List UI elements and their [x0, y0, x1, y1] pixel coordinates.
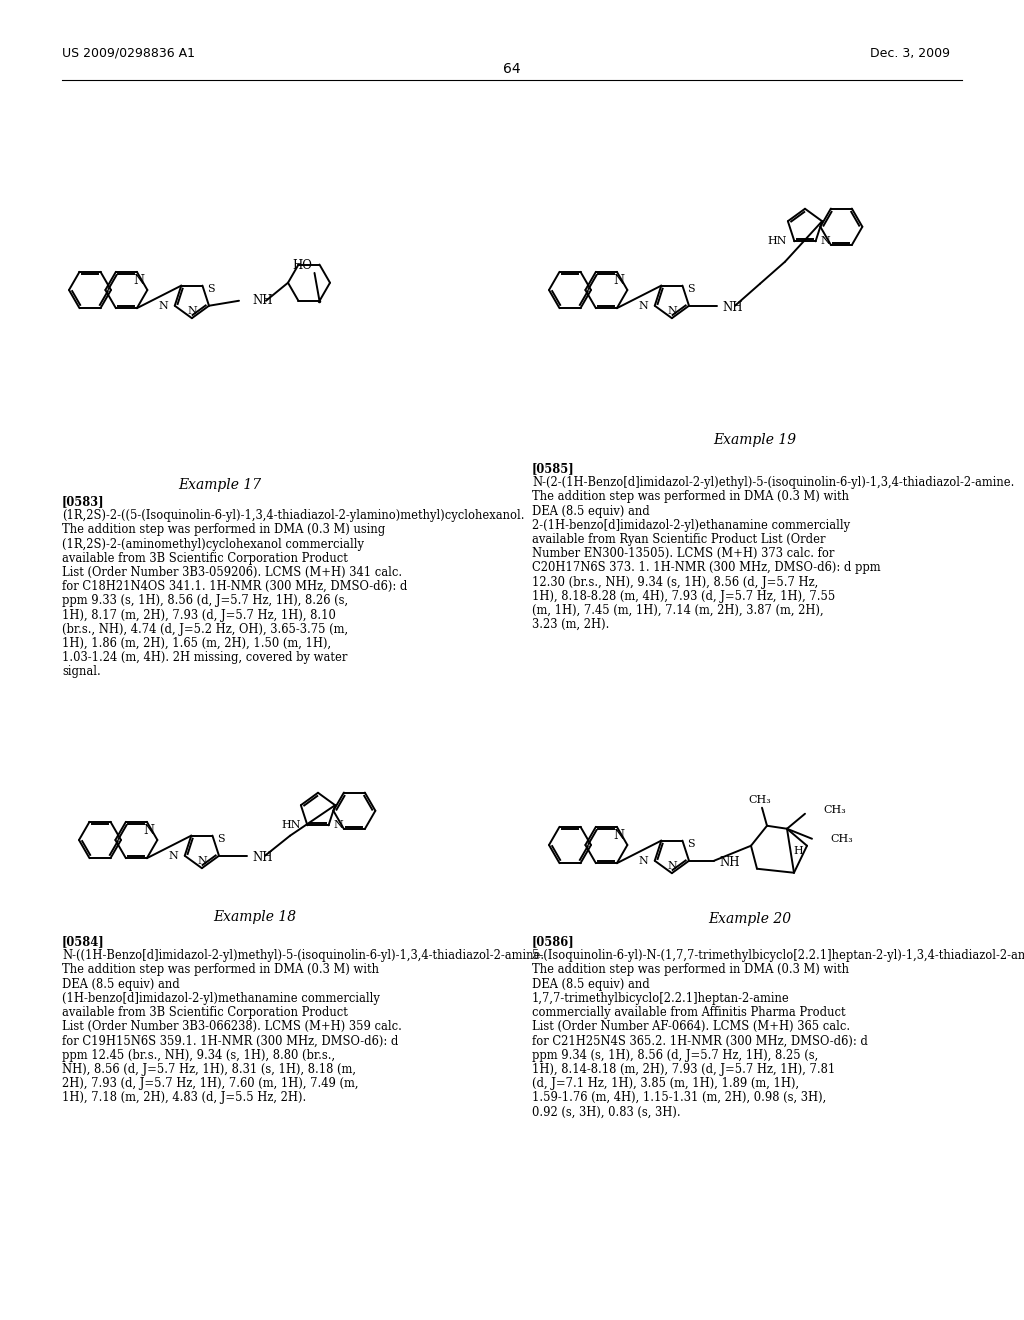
Text: N: N: [613, 829, 625, 842]
Text: signal.: signal.: [62, 665, 100, 678]
Text: N: N: [197, 857, 207, 866]
Text: available from 3B Scientific Corporation Product: available from 3B Scientific Corporation…: [62, 552, 348, 565]
Text: N: N: [143, 824, 155, 837]
Text: S: S: [687, 838, 695, 849]
Text: 1H), 8.18-8.28 (m, 4H), 7.93 (d, J=5.7 Hz, 1H), 7.55: 1H), 8.18-8.28 (m, 4H), 7.93 (d, J=5.7 H…: [532, 590, 836, 603]
Text: HO: HO: [293, 260, 312, 272]
Text: CH₃: CH₃: [823, 805, 846, 814]
Text: C20H17N6S 373. 1. 1H-NMR (300 MHz, DMSO-d6): d ppm: C20H17N6S 373. 1. 1H-NMR (300 MHz, DMSO-…: [532, 561, 881, 574]
Text: (br.s., NH), 4.74 (d, J=5.2 Hz, OH), 3.65-3.75 (m,: (br.s., NH), 4.74 (d, J=5.2 Hz, OH), 3.6…: [62, 623, 348, 636]
Text: commercially available from Affinitis Pharma Product: commercially available from Affinitis Ph…: [532, 1006, 846, 1019]
Text: N: N: [158, 301, 168, 310]
Text: N-(2-(1H-Benzo[d]imidazol-2-yl)ethyl)-5-(isoquinolin-6-yl)-1,3,4-thiadiazol-2-am: N-(2-(1H-Benzo[d]imidazol-2-yl)ethyl)-5-…: [532, 477, 1015, 490]
Text: DEA (8.5 equiv) and: DEA (8.5 equiv) and: [532, 978, 650, 990]
Text: [0584]: [0584]: [62, 935, 104, 948]
Text: NH: NH: [252, 294, 272, 308]
Text: Example 17: Example 17: [178, 478, 261, 492]
Text: (1H-benzo[d]imidazol-2-yl)methanamine commercially: (1H-benzo[d]imidazol-2-yl)methanamine co…: [62, 991, 380, 1005]
Text: The addition step was performed in DMA (0.3 M) with: The addition step was performed in DMA (…: [532, 964, 849, 977]
Text: DEA (8.5 equiv) and: DEA (8.5 equiv) and: [532, 504, 650, 517]
Text: for C18H21N4OS 341.1. 1H-NMR (300 MHz, DMSO-d6): d: for C18H21N4OS 341.1. 1H-NMR (300 MHz, D…: [62, 581, 408, 593]
Text: HN: HN: [281, 820, 300, 830]
Text: N: N: [667, 306, 677, 317]
Text: Example 18: Example 18: [213, 909, 297, 924]
Text: HN: HN: [767, 236, 786, 247]
Text: N: N: [613, 275, 625, 288]
Text: 1,7,7-trimethylbicyclo[2.2.1]heptan-2-amine: 1,7,7-trimethylbicyclo[2.2.1]heptan-2-am…: [532, 991, 790, 1005]
Text: 2-(1H-benzo[d]imidazol-2-yl)ethanamine commercially: 2-(1H-benzo[d]imidazol-2-yl)ethanamine c…: [532, 519, 850, 532]
Text: NH: NH: [722, 301, 742, 314]
Text: 0.92 (s, 3H), 0.83 (s, 3H).: 0.92 (s, 3H), 0.83 (s, 3H).: [532, 1105, 681, 1118]
Text: List (Order Number 3B3-066238). LCMS (M+H) 359 calc.: List (Order Number 3B3-066238). LCMS (M+…: [62, 1020, 401, 1034]
Text: Number EN300-13505). LCMS (M+H) 373 calc. for: Number EN300-13505). LCMS (M+H) 373 calc…: [532, 548, 835, 560]
Text: The addition step was performed in DMA (0.3 M) using: The addition step was performed in DMA (…: [62, 524, 385, 536]
Text: Example 20: Example 20: [709, 912, 792, 927]
Text: available from 3B Scientific Corporation Product: available from 3B Scientific Corporation…: [62, 1006, 348, 1019]
Text: 12.30 (br.s., NH), 9.34 (s, 1H), 8.56 (d, J=5.7 Hz,: 12.30 (br.s., NH), 9.34 (s, 1H), 8.56 (d…: [532, 576, 818, 589]
Text: 1H), 1.86 (m, 2H), 1.65 (m, 2H), 1.50 (m, 1H),: 1H), 1.86 (m, 2H), 1.65 (m, 2H), 1.50 (m…: [62, 638, 331, 649]
Text: N: N: [638, 301, 648, 310]
Text: N: N: [133, 275, 144, 288]
Text: List (Order Number 3B3-059206). LCMS (M+H) 341 calc.: List (Order Number 3B3-059206). LCMS (M+…: [62, 566, 402, 579]
Text: The addition step was performed in DMA (0.3 M) with: The addition step was performed in DMA (…: [532, 491, 849, 503]
Text: 1.03-1.24 (m, 4H). 2H missing, covered by water: 1.03-1.24 (m, 4H). 2H missing, covered b…: [62, 651, 347, 664]
Text: H: H: [794, 846, 804, 855]
Text: S: S: [687, 284, 695, 293]
Text: CH₃: CH₃: [830, 834, 853, 843]
Text: NH), 8.56 (d, J=5.7 Hz, 1H), 8.31 (s, 1H), 8.18 (m,: NH), 8.56 (d, J=5.7 Hz, 1H), 8.31 (s, 1H…: [62, 1063, 356, 1076]
Text: DEA (8.5 equiv) and: DEA (8.5 equiv) and: [62, 978, 180, 990]
Text: [0585]: [0585]: [532, 462, 574, 475]
Text: Example 19: Example 19: [714, 433, 797, 447]
Text: N: N: [638, 855, 648, 866]
Text: S: S: [208, 284, 215, 293]
Text: N: N: [187, 306, 197, 317]
Text: 1H), 8.17 (m, 2H), 7.93 (d, J=5.7 Hz, 1H), 8.10: 1H), 8.17 (m, 2H), 7.93 (d, J=5.7 Hz, 1H…: [62, 609, 336, 622]
Text: N-((1H-Benzo[d]imidazol-2-yl)methyl)-5-(isoquinolin-6-yl)-1,3,4-thiadiazol-2-ami: N-((1H-Benzo[d]imidazol-2-yl)methyl)-5-(…: [62, 949, 544, 962]
Text: NH: NH: [719, 857, 739, 870]
Text: 3.23 (m, 2H).: 3.23 (m, 2H).: [532, 618, 609, 631]
Text: for C21H25N4S 365.2. 1H-NMR (300 MHz, DMSO-d6): d: for C21H25N4S 365.2. 1H-NMR (300 MHz, DM…: [532, 1035, 868, 1047]
Text: 1H), 8.14-8.18 (m, 2H), 7.93 (d, J=5.7 Hz, 1H), 7.81: 1H), 8.14-8.18 (m, 2H), 7.93 (d, J=5.7 H…: [532, 1063, 836, 1076]
Text: The addition step was performed in DMA (0.3 M) with: The addition step was performed in DMA (…: [62, 964, 379, 977]
Text: 1H), 7.18 (m, 2H), 4.83 (d, J=5.5 Hz, 2H).: 1H), 7.18 (m, 2H), 4.83 (d, J=5.5 Hz, 2H…: [62, 1092, 306, 1105]
Text: ppm 9.33 (s, 1H), 8.56 (d, J=5.7 Hz, 1H), 8.26 (s,: ppm 9.33 (s, 1H), 8.56 (d, J=5.7 Hz, 1H)…: [62, 594, 348, 607]
Text: NH: NH: [252, 851, 272, 865]
Text: (m, 1H), 7.45 (m, 1H), 7.14 (m, 2H), 3.87 (m, 2H),: (m, 1H), 7.45 (m, 1H), 7.14 (m, 2H), 3.8…: [532, 605, 823, 616]
Text: for C19H15N6S 359.1. 1H-NMR (300 MHz, DMSO-d6): d: for C19H15N6S 359.1. 1H-NMR (300 MHz, DM…: [62, 1035, 398, 1047]
Text: N: N: [667, 861, 677, 871]
Text: N: N: [168, 851, 178, 861]
Text: 1.59-1.76 (m, 4H), 1.15-1.31 (m, 2H), 0.98 (s, 3H),: 1.59-1.76 (m, 4H), 1.15-1.31 (m, 2H), 0.…: [532, 1092, 826, 1105]
Text: (d, J=7.1 Hz, 1H), 3.85 (m, 1H), 1.89 (m, 1H),: (d, J=7.1 Hz, 1H), 3.85 (m, 1H), 1.89 (m…: [532, 1077, 799, 1090]
Text: ppm 12.45 (br.s., NH), 9.34 (s, 1H), 8.80 (br.s.,: ppm 12.45 (br.s., NH), 9.34 (s, 1H), 8.8…: [62, 1048, 335, 1061]
Text: Dec. 3, 2009: Dec. 3, 2009: [870, 48, 950, 59]
Text: N: N: [334, 820, 343, 830]
Text: available from Ryan Scientific Product List (Order: available from Ryan Scientific Product L…: [532, 533, 825, 546]
Text: 64: 64: [503, 62, 521, 77]
Text: CH₃: CH₃: [749, 795, 771, 805]
Text: List (Order Number AF-0664). LCMS (M+H) 365 calc.: List (Order Number AF-0664). LCMS (M+H) …: [532, 1020, 850, 1034]
Text: [0583]: [0583]: [62, 495, 104, 508]
Text: 5-(Isoquinolin-6-yl)-N-(1,7,7-trimethylbicyclo[2.2.1]heptan-2-yl)-1,3,4-thiadiaz: 5-(Isoquinolin-6-yl)-N-(1,7,7-trimethylb…: [532, 949, 1024, 962]
Text: (1R,2S)-2-(aminomethyl)cyclohexanol commercially: (1R,2S)-2-(aminomethyl)cyclohexanol comm…: [62, 537, 364, 550]
Text: 2H), 7.93 (d, J=5.7 Hz, 1H), 7.60 (m, 1H), 7.49 (m,: 2H), 7.93 (d, J=5.7 Hz, 1H), 7.60 (m, 1H…: [62, 1077, 358, 1090]
Text: [0586]: [0586]: [532, 935, 574, 948]
Text: ppm 9.34 (s, 1H), 8.56 (d, J=5.7 Hz, 1H), 8.25 (s,: ppm 9.34 (s, 1H), 8.56 (d, J=5.7 Hz, 1H)…: [532, 1048, 818, 1061]
Text: US 2009/0298836 A1: US 2009/0298836 A1: [62, 48, 195, 59]
Text: N: N: [820, 236, 830, 247]
Text: (1R,2S)-2-((5-(Isoquinolin-6-yl)-1,3,4-thiadiazol-2-ylamino)methyl)cyclohexanol.: (1R,2S)-2-((5-(Isoquinolin-6-yl)-1,3,4-t…: [62, 510, 524, 523]
Text: S: S: [217, 834, 225, 843]
